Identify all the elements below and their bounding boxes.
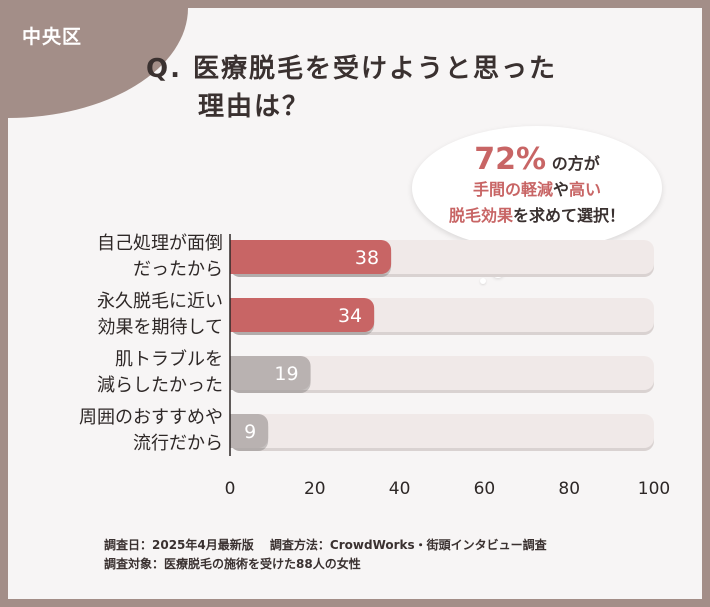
category-label: 周囲のおすすめや流行だから	[18, 405, 223, 457]
callout-suffix: の方が	[551, 154, 600, 173]
bar-value-label: 9	[244, 421, 256, 443]
category-label-line: 永久脱毛に近い	[97, 291, 223, 312]
bar-value-label: 38	[355, 247, 379, 269]
category-label: 肌トラブルを減らしたかった	[18, 347, 223, 399]
area-label: 中央区	[22, 26, 83, 48]
question-line-2: 理由は？	[198, 92, 311, 122]
bar-value-label: 34	[338, 305, 362, 327]
callout-mid: や	[552, 180, 569, 199]
question-line-1: Q. 医療脱毛を受けようと思った	[146, 54, 558, 84]
category-label: 自己処理が面倒だったから	[18, 231, 223, 283]
callout-percent: 72%	[474, 142, 547, 177]
x-tick-label: 100	[638, 479, 670, 499]
bar	[230, 356, 311, 390]
callout-rest: を求めて選択！	[513, 206, 626, 225]
category-label-line: 周囲のおすすめや	[79, 407, 223, 428]
x-tick-label: 20	[304, 479, 326, 499]
x-tick-label: 40	[389, 479, 411, 499]
bar-left-edge	[230, 298, 242, 332]
x-tick-label: 0	[225, 479, 236, 499]
callout-dot	[480, 278, 486, 284]
callout-highlight-3: 脱毛効果	[448, 206, 513, 225]
question-title: Q. 医療脱毛を受けようと思った 理由は？	[146, 50, 557, 126]
chart-card: 中央区 Q. 医療脱毛を受けようと思った 理由は？ 72% の方が 手間の軽減や…	[8, 8, 702, 599]
bar-left-edge	[230, 356, 242, 390]
bar-track	[230, 356, 654, 390]
bar-left-edge	[230, 240, 242, 274]
callout-bubble: 72% の方が 手間の軽減や高い 脱毛効果を求めて選択！	[412, 126, 662, 250]
category-label-line: 自己処理が面倒	[97, 233, 223, 254]
category-label-line: 減らしたかった	[97, 375, 223, 396]
callout-highlight-1: 手間の軽減	[472, 180, 553, 199]
bar-value-label: 19	[274, 363, 298, 385]
callout-highlight-2: 高い	[569, 180, 602, 199]
category-label-line: 流行だから	[133, 433, 223, 454]
x-tick-label: 80	[558, 479, 580, 499]
survey-note-2: 調査対象：医療脱毛の施術を受けた88人の女性	[104, 557, 361, 571]
category-label: 永久脱毛に近い 効果を期待して	[18, 289, 223, 341]
bar-chart: 38 34 19 9 0 20 40 60 80 100	[225, 234, 670, 499]
bar	[230, 240, 392, 274]
survey-note-1: 調査日：2025年4月最新版 調査方法：CrowdWorks・街頭インタビュー調…	[104, 538, 547, 552]
category-label-line: 肌トラブルを	[115, 349, 223, 370]
x-tick-label: 60	[474, 479, 496, 499]
bar-track	[230, 414, 654, 448]
category-label-line: 効果を期待して	[97, 317, 223, 338]
bar-left-edge	[230, 414, 242, 448]
bar	[230, 298, 375, 332]
category-label-line: だったから	[133, 259, 223, 280]
